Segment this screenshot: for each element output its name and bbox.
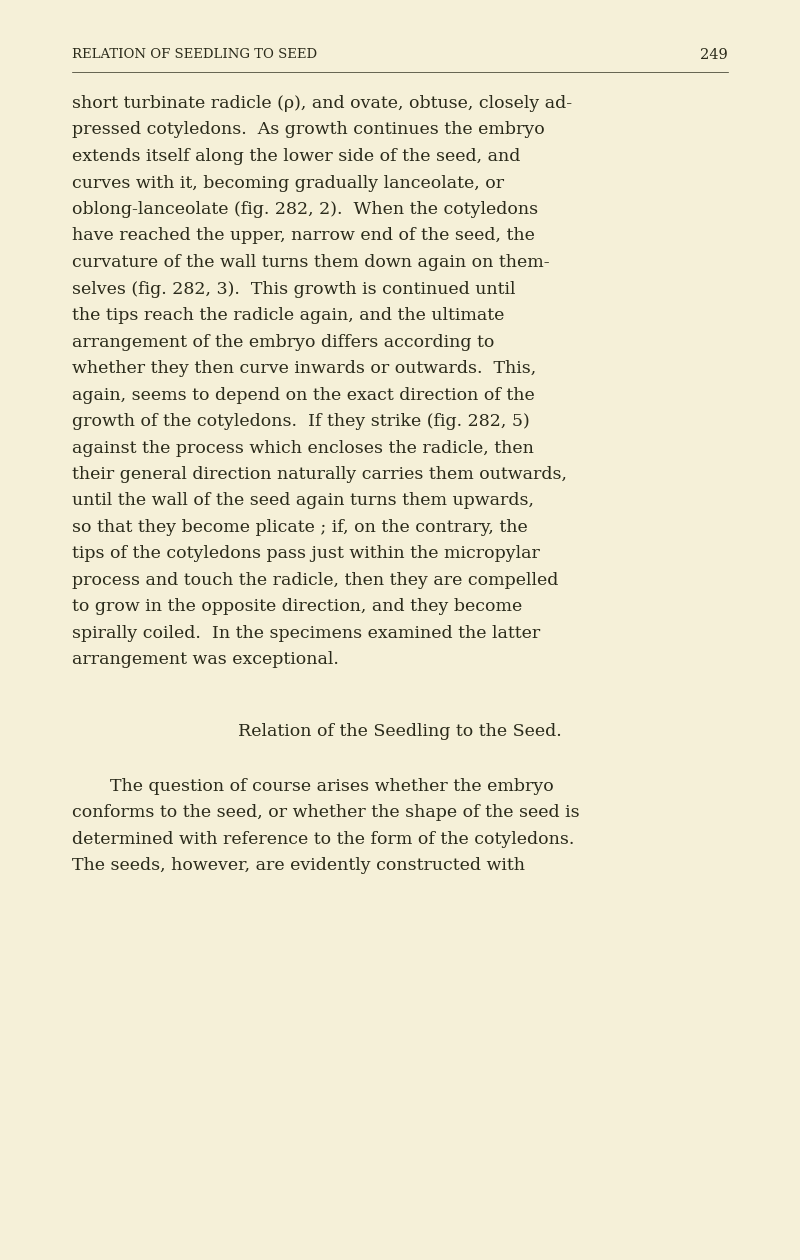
Text: short turbinate radicle (ρ), and ovate, obtuse, closely ad-: short turbinate radicle (ρ), and ovate, … <box>72 94 572 112</box>
Text: the tips reach the radicle again, and the ultimate: the tips reach the radicle again, and th… <box>72 307 504 324</box>
Text: whether they then curve inwards or outwards.  This,: whether they then curve inwards or outwa… <box>72 360 536 377</box>
Text: growth of the cotyledons.  If they strike (fig. 282, 5): growth of the cotyledons. If they strike… <box>72 413 530 430</box>
Text: arrangement was exceptional.: arrangement was exceptional. <box>72 651 339 669</box>
Text: against the process which encloses the radicle, then: against the process which encloses the r… <box>72 440 534 456</box>
Text: RELATION OF SEEDLING TO SEED: RELATION OF SEEDLING TO SEED <box>72 48 317 60</box>
Text: extends itself along the lower side of the seed, and: extends itself along the lower side of t… <box>72 147 520 165</box>
Text: process and touch the radicle, then they are compelled: process and touch the radicle, then they… <box>72 572 558 588</box>
Text: The seeds, however, are evidently constructed with: The seeds, however, are evidently constr… <box>72 858 525 874</box>
Text: arrangement of the embryo differs according to: arrangement of the embryo differs accord… <box>72 334 494 350</box>
Text: their general direction naturally carries them outwards,: their general direction naturally carrie… <box>72 466 567 483</box>
Text: Relation of the Seedling to the Seed.: Relation of the Seedling to the Seed. <box>238 723 562 740</box>
Text: curves with it, becoming gradually lanceolate, or: curves with it, becoming gradually lance… <box>72 174 504 192</box>
Text: 249: 249 <box>700 48 728 62</box>
Text: The question of course arises whether the embryo: The question of course arises whether th… <box>110 777 554 795</box>
Text: so that they become plicate ; if, on the contrary, the: so that they become plicate ; if, on the… <box>72 519 528 536</box>
Text: until the wall of the seed again turns them upwards,: until the wall of the seed again turns t… <box>72 493 534 509</box>
Text: tips of the cotyledons pass just within the micropylar: tips of the cotyledons pass just within … <box>72 546 540 562</box>
Text: again, seems to depend on the exact direction of the: again, seems to depend on the exact dire… <box>72 387 534 403</box>
Text: selves (fig. 282, 3).  This growth is continued until: selves (fig. 282, 3). This growth is con… <box>72 281 515 297</box>
Text: to grow in the opposite direction, and they become: to grow in the opposite direction, and t… <box>72 598 522 615</box>
Text: curvature of the wall turns them down again on them-: curvature of the wall turns them down ag… <box>72 255 550 271</box>
Text: have reached the upper, narrow end of the seed, the: have reached the upper, narrow end of th… <box>72 228 535 244</box>
Text: conforms to the seed, or whether the shape of the seed is: conforms to the seed, or whether the sha… <box>72 804 580 822</box>
Text: oblong-lanceolate (fig. 282, 2).  When the cotyledons: oblong-lanceolate (fig. 282, 2). When th… <box>72 202 538 218</box>
Text: spirally coiled.  In the specimens examined the latter: spirally coiled. In the specimens examin… <box>72 625 540 643</box>
Text: determined with reference to the form of the cotyledons.: determined with reference to the form of… <box>72 832 574 848</box>
Text: pressed cotyledons.  As growth continues the embryo: pressed cotyledons. As growth continues … <box>72 121 545 139</box>
